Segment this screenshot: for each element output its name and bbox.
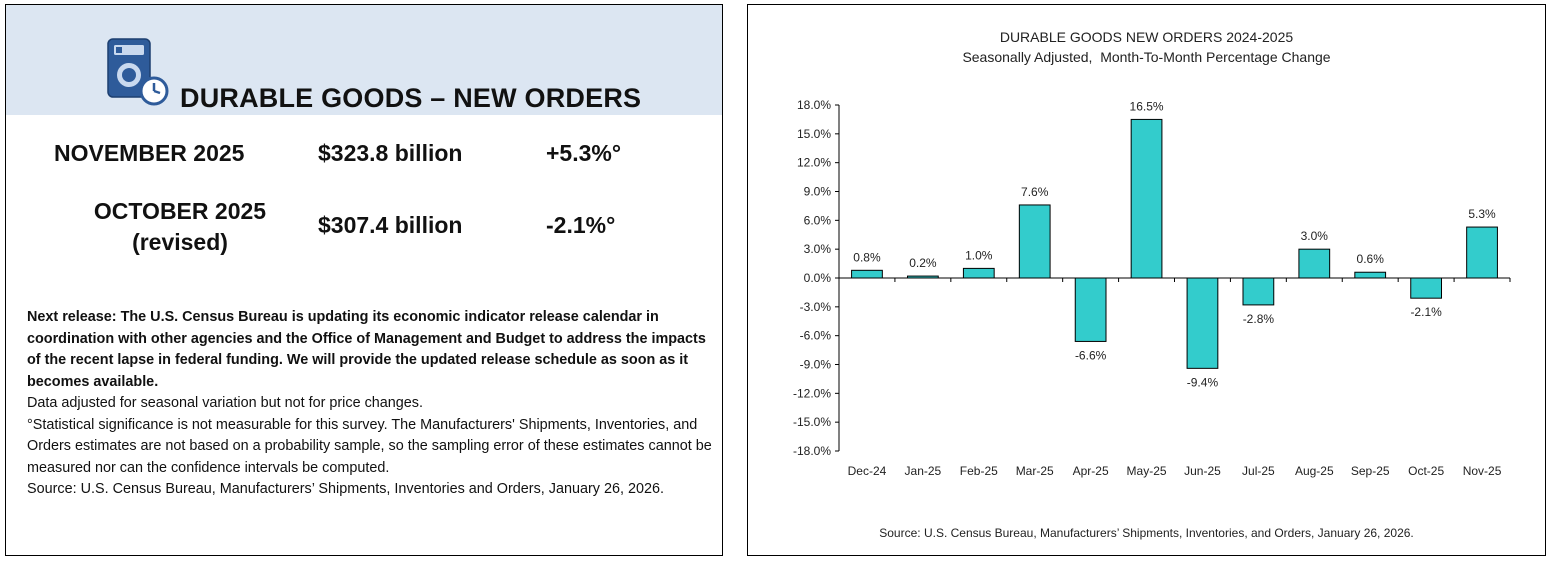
data-label: -2.1%	[1410, 305, 1442, 319]
row-value: $307.4 billion	[318, 212, 463, 238]
bar-chart: 18.0% 15.0% 12.0% 9.0% 6.0% 3.0% 0.0% -3.0% -6.0…	[793, 98, 1511, 478]
y-tick-label: 0.0%	[804, 271, 832, 285]
row-change: +5.3%°	[546, 140, 622, 166]
note-source: Source: U.S. Census Bureau, Manufacturer…	[27, 481, 664, 497]
y-tick-label: 3.0%	[804, 242, 832, 256]
y-tick-label: 12.0%	[797, 156, 831, 170]
row-month-label: OCTOBER 2025 (revised)	[36, 196, 324, 258]
chart-panel: DURABLE GOODS NEW ORDERS 2024-2025 Seaso…	[747, 4, 1546, 556]
data-label: 7.6%	[1021, 185, 1049, 199]
y-tick-label: -15.0%	[793, 415, 831, 429]
y-tick-label: -3.0%	[800, 300, 832, 314]
row-change: -2.1%°	[546, 212, 616, 238]
data-label: -9.4%	[1187, 375, 1219, 389]
chart-title: DURABLE GOODS NEW ORDERS 2024-2025	[999, 29, 1294, 45]
x-tick-label: Mar-25	[1016, 464, 1054, 478]
data-label: 0.2%	[909, 256, 937, 270]
y-tick-label: -9.0%	[800, 358, 832, 372]
row-month-label-line2: (revised)	[132, 229, 228, 255]
x-tick-label: Jul-25	[1242, 464, 1275, 478]
data-label: 0.8%	[853, 250, 881, 264]
bar	[962, 267, 995, 279]
data-label: 0.6%	[1357, 252, 1385, 266]
row-month-label: NOVEMBER 2025	[54, 140, 245, 166]
x-tick-label: Jan-25	[905, 464, 942, 478]
chart-source: Source: U.S. Census Bureau, Manufacturer…	[879, 526, 1414, 540]
x-tick-label: Jun-25	[1184, 464, 1221, 478]
row-value: $323.8 billion	[318, 140, 463, 166]
notes-section: Next release: The U.S. Census Bureau is …	[27, 307, 717, 501]
data-label: 16.5%	[1130, 99, 1164, 113]
data-label: -2.8%	[1243, 312, 1275, 326]
x-tick-label: Apr-25	[1073, 464, 1109, 478]
bar	[1410, 277, 1443, 299]
bar	[1018, 204, 1051, 279]
x-tick-label: Oct-25	[1408, 464, 1444, 478]
bar	[851, 269, 883, 279]
bar	[1242, 277, 1275, 306]
data-label: 3.0%	[1301, 229, 1329, 243]
bar	[1354, 271, 1387, 279]
x-tick-label: Sep-25	[1351, 464, 1390, 478]
summary-header: DURABLE GOODS – NEW ORDERS	[6, 5, 722, 115]
x-tick-label: Dec-24	[848, 464, 887, 478]
summary-title: DURABLE GOODS – NEW ORDERS	[180, 83, 642, 113]
note-adjustment: Data adjusted for seasonal variation but…	[27, 395, 423, 411]
note-significance: °Statistical significance is not measura…	[27, 416, 712, 476]
data-label: -6.6%	[1075, 348, 1107, 362]
y-tick-label: -6.0%	[800, 329, 832, 343]
bar	[1298, 248, 1331, 279]
x-tick-label: Nov-25	[1463, 464, 1502, 478]
y-tick-label: 9.0%	[804, 185, 832, 199]
y-tick-label: 15.0%	[797, 127, 831, 141]
x-tick-label: May-25	[1127, 464, 1167, 478]
bar	[1186, 277, 1219, 369]
appliance-clock-icon	[107, 38, 169, 106]
row-month-label-line1: OCTOBER 2025	[93, 198, 267, 224]
bar	[1074, 277, 1107, 342]
x-tick-label: Aug-25	[1295, 464, 1334, 478]
y-tick-label: 6.0%	[804, 213, 832, 227]
y-tick-label: -12.0%	[793, 386, 831, 400]
bar	[1130, 118, 1163, 279]
summary-panel: DURABLE GOODS – NEW ORDERS NOVEMBER 2025…	[5, 4, 723, 556]
x-tick-label: Feb-25	[960, 464, 998, 478]
note-next-release: Next release: The U.S. Census Bureau is …	[27, 309, 706, 390]
data-label: 5.3%	[1468, 207, 1496, 221]
y-tick-label: -18.0%	[793, 444, 831, 458]
bar	[1466, 226, 1498, 279]
chart-subtitle: Seasonally Adjusted, Month-To-Month Perc…	[962, 49, 1331, 65]
data-label: 1.0%	[965, 248, 993, 262]
y-tick-label: 18.0%	[797, 98, 831, 112]
